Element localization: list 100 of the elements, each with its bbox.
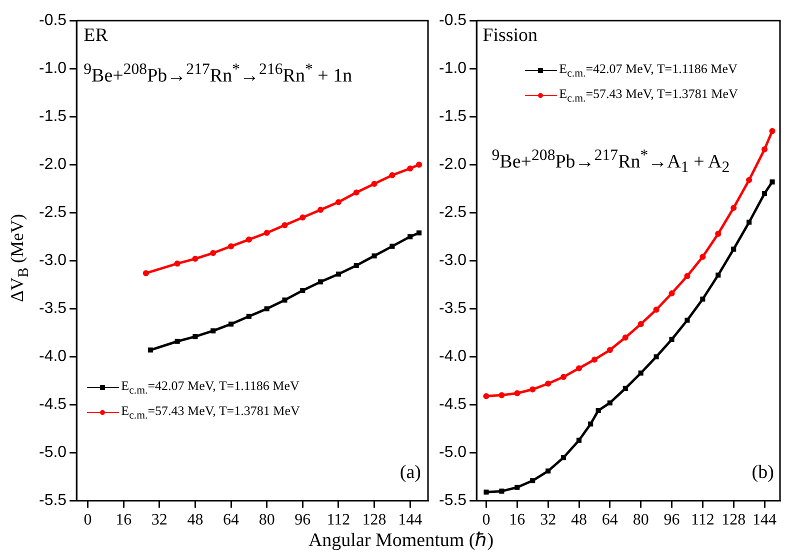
x-tick-label: 128 xyxy=(362,512,386,529)
y-tick-label: -2.5 xyxy=(38,204,67,222)
x-tick-label: 0 xyxy=(482,512,490,529)
x-tick-label: 64 xyxy=(602,512,618,529)
point xyxy=(761,146,768,152)
legend-label: E$_{c.m.}$=42.07 MeV, T=1.1186 MeV xyxy=(559,60,738,82)
y-tick-label: -2.5 xyxy=(438,204,467,222)
text: $^{9}$Be+$^{208}$Pb→$^{217}$Rn$^{*}$→A$_{1}$ + A$_{2}$ xyxy=(492,147,730,177)
point xyxy=(591,356,598,363)
x-tick-label: 96 xyxy=(294,512,311,529)
point xyxy=(246,314,252,319)
point xyxy=(300,214,306,221)
y-tick-label: -0.5 xyxy=(38,12,67,30)
point xyxy=(228,243,234,250)
point xyxy=(762,190,768,196)
point xyxy=(730,204,737,211)
x-tick-label: 144 xyxy=(398,512,422,529)
point xyxy=(684,273,690,280)
y-tick-label: -4.0 xyxy=(38,348,67,366)
y-tick-label: -5.0 xyxy=(438,444,467,462)
x-tick-label: 32 xyxy=(540,512,556,529)
point xyxy=(389,172,396,178)
point xyxy=(408,234,413,240)
point xyxy=(770,179,775,184)
point xyxy=(668,290,675,296)
y-tick-label: -1.0 xyxy=(38,60,67,78)
point xyxy=(148,347,153,353)
x-tick-label: 80 xyxy=(258,512,275,529)
point xyxy=(498,392,505,398)
y-tick-label: -4.5 xyxy=(438,396,467,414)
point xyxy=(514,390,520,396)
y-tick-label: -5.0 xyxy=(38,444,67,462)
point xyxy=(715,230,722,237)
point xyxy=(390,244,395,249)
point xyxy=(264,230,270,236)
y-tick-label: -1.5 xyxy=(438,108,467,126)
point xyxy=(416,230,422,236)
point xyxy=(264,306,270,312)
annotation: ER xyxy=(84,25,108,48)
point xyxy=(228,322,234,327)
point xyxy=(318,279,324,284)
y-tick-label: -3.5 xyxy=(38,300,67,318)
point xyxy=(622,386,628,391)
point xyxy=(174,260,180,267)
annotation: (b) xyxy=(752,462,774,484)
y-tick-label: -3.5 xyxy=(438,300,467,318)
point xyxy=(354,262,359,268)
point xyxy=(560,374,567,380)
point xyxy=(336,272,341,277)
y-tick-label: -4.5 xyxy=(38,396,67,414)
y-tick-label: -1.0 xyxy=(438,60,467,78)
point xyxy=(769,128,776,134)
y-tick-label: -2.0 xyxy=(38,156,67,174)
point xyxy=(746,176,752,184)
point xyxy=(731,246,736,252)
point xyxy=(282,222,288,228)
point xyxy=(416,162,422,168)
x-axis-title: Angular Momentum (ℏ) xyxy=(308,530,494,551)
x-tick-label: 80 xyxy=(632,512,649,529)
point xyxy=(606,346,613,354)
y-tick-label: -1.5 xyxy=(38,108,67,126)
point xyxy=(335,199,342,206)
x-tick-label: 16 xyxy=(509,512,526,529)
point xyxy=(588,421,594,426)
point xyxy=(318,206,324,213)
x-tick-label: 32 xyxy=(151,512,168,529)
x-tick-label: 16 xyxy=(116,512,132,529)
point xyxy=(607,400,612,406)
point xyxy=(371,180,378,187)
point xyxy=(530,478,536,484)
point xyxy=(499,488,504,494)
point xyxy=(561,455,566,460)
annotation: Fission xyxy=(482,25,538,48)
text: $^{9}$Be+$^{208}$Pb→$^{217}$Rn$^{*}$→$^{216}$Rn$^{*}$ + 1n xyxy=(84,61,352,86)
point xyxy=(654,354,659,360)
point xyxy=(669,336,674,342)
x-tick-label: 112 xyxy=(326,512,350,529)
x-tick-label: 48 xyxy=(571,512,587,529)
x-tick-label: 144 xyxy=(752,512,777,529)
x-tick-label: 128 xyxy=(722,512,746,529)
y-tick-label: -0.5 xyxy=(438,12,467,30)
legend-label: E$_{c.m.}$=42.07 MeV, T=1.1186 MeV xyxy=(121,376,300,399)
point xyxy=(545,380,552,387)
point xyxy=(700,296,706,302)
point xyxy=(546,468,551,474)
point xyxy=(174,338,180,344)
x-tick-label: 64 xyxy=(223,512,240,529)
point xyxy=(407,165,414,172)
annotation: (a) xyxy=(400,462,421,484)
y-tick-label: -5.5 xyxy=(38,492,67,510)
point xyxy=(300,288,306,293)
point xyxy=(246,236,252,243)
point xyxy=(746,220,752,225)
point xyxy=(353,189,360,196)
x-tick-label: 112 xyxy=(690,512,714,529)
x-tick-label: 0 xyxy=(84,512,92,529)
point xyxy=(716,272,721,278)
y-tick-label: -3.0 xyxy=(38,252,67,270)
point xyxy=(638,370,644,376)
y-tick-label: -4.0 xyxy=(438,348,467,366)
